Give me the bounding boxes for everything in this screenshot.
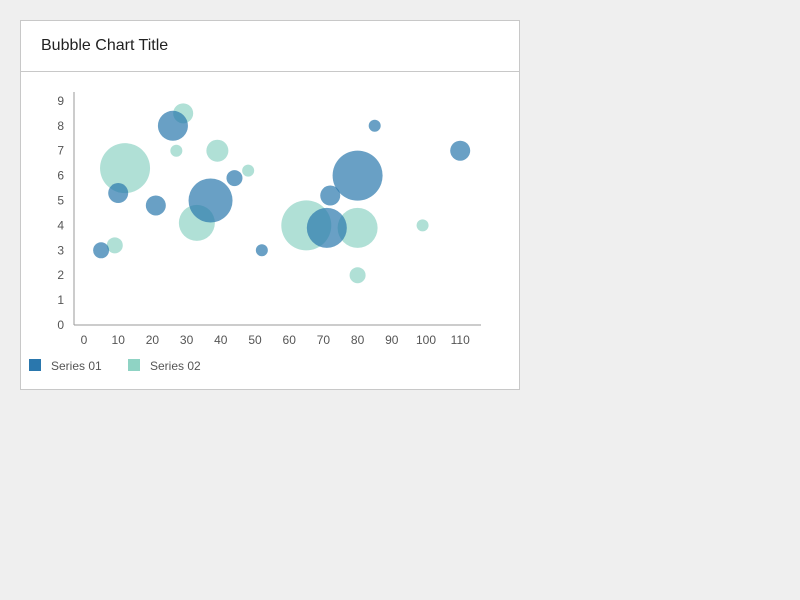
bubble-point[interactable] — [368, 119, 381, 132]
y-tick-label: 8 — [57, 119, 64, 133]
chart-card: Bubble Chart Title 0 1 2 3 4 5 6 7 8 9 0 10 20 30 40 50… — [20, 20, 520, 390]
chart-area: 0 1 2 3 4 5 6 7 8 9 0 10 20 30 40 50 60 70 80 90 100 110 Serie… — [21, 72, 519, 389]
chart-title: Bubble Chart Title — [41, 37, 169, 54]
bubble-point[interactable] — [108, 183, 129, 204]
y-tick-label: 6 — [57, 169, 64, 183]
y-tick-label: 5 — [57, 194, 64, 208]
bubble-point[interactable] — [337, 207, 378, 248]
y-tick-label: 7 — [57, 144, 64, 158]
y-tick-label: 4 — [57, 218, 64, 232]
x-tick-label: 90 — [385, 333, 399, 347]
legend-swatch — [29, 359, 41, 371]
bubble-point[interactable] — [226, 170, 243, 187]
bubble-point[interactable] — [416, 219, 429, 232]
x-tick-label: 50 — [248, 333, 262, 347]
y-tick-label: 3 — [57, 243, 64, 257]
x-tick-label: 30 — [180, 333, 194, 347]
x-tick-label: 110 — [451, 333, 470, 347]
y-tick-label: 2 — [57, 268, 64, 282]
y-tick-label: 1 — [57, 293, 64, 307]
bubble-point[interactable] — [242, 164, 255, 177]
bubble-point[interactable] — [320, 185, 341, 206]
bubble-point[interactable] — [145, 195, 166, 216]
bubble-point[interactable] — [349, 267, 366, 284]
bubble-point[interactable] — [157, 110, 188, 141]
bubble-point[interactable] — [106, 237, 123, 254]
bubble-point[interactable] — [332, 150, 383, 201]
bubble-point[interactable] — [450, 140, 471, 161]
x-tick-label: 20 — [146, 333, 160, 347]
bubble-point[interactable] — [206, 139, 229, 162]
bubble-point[interactable] — [306, 207, 347, 248]
bubble-point[interactable] — [188, 178, 233, 223]
x-tick-label: 40 — [214, 333, 228, 347]
x-tick-label: 60 — [283, 333, 297, 347]
x-tick-label: 80 — [351, 333, 365, 347]
x-tick-label: 100 — [416, 333, 436, 347]
legend-swatch — [128, 359, 140, 371]
bubble-point[interactable] — [93, 242, 110, 259]
legend-label: Series 02 — [150, 359, 201, 373]
x-tick-label: 0 — [81, 333, 88, 347]
y-tick-label: 0 — [57, 318, 64, 332]
legend-label: Series 01 — [51, 359, 102, 373]
x-tick-label: 70 — [317, 333, 331, 347]
y-tick-label: 9 — [57, 94, 64, 108]
x-tick-label: 10 — [112, 333, 126, 347]
card-header: Bubble Chart Title — [21, 21, 519, 72]
bubble-point[interactable] — [255, 244, 268, 257]
bubble-point[interactable] — [100, 143, 151, 194]
bubble-point[interactable] — [170, 144, 183, 157]
